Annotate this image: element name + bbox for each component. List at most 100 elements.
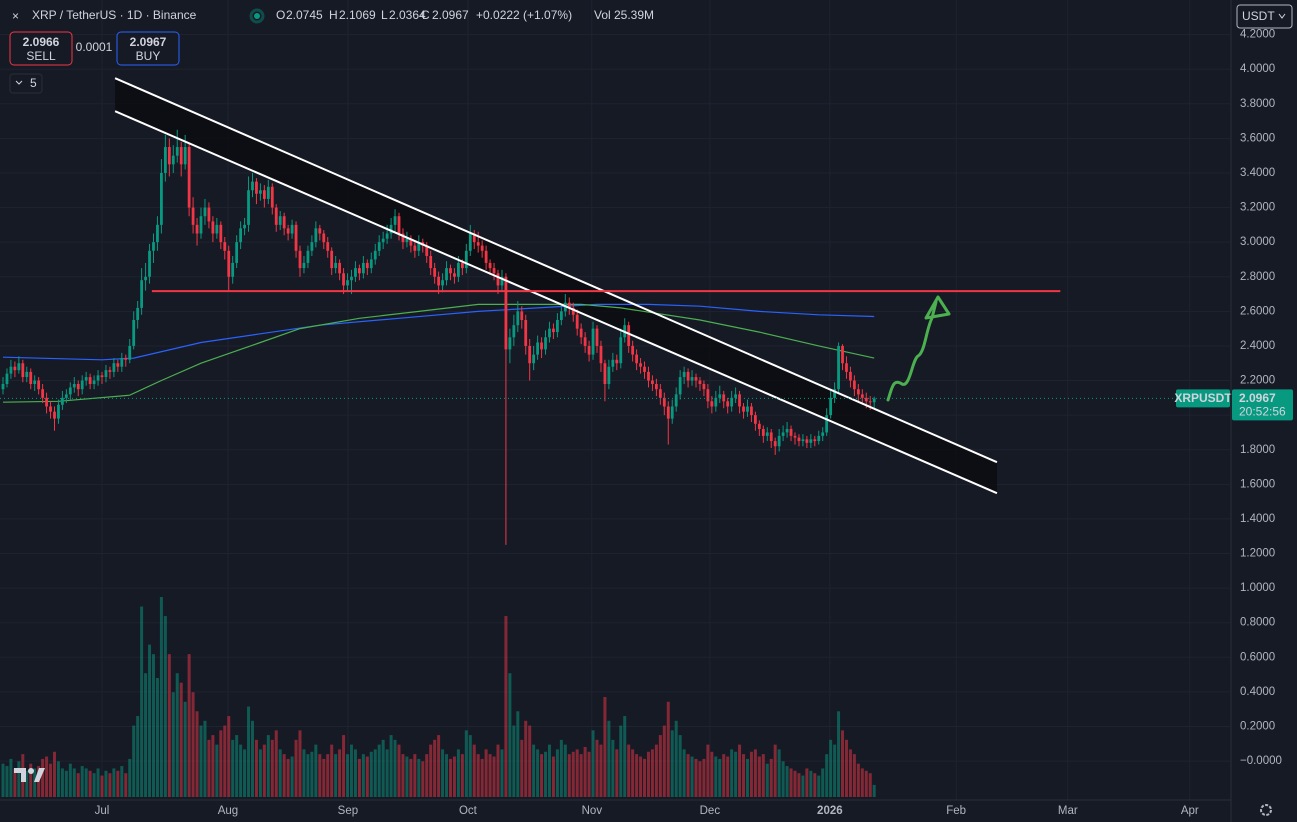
candle-body [330, 250, 334, 269]
volume-bar [817, 775, 821, 797]
currency-dropdown[interactable] [1236, 4, 1293, 29]
volume-bar [80, 766, 84, 797]
volume-bar [844, 739, 848, 797]
candle-body [532, 354, 536, 364]
x-tick-label: Oct [459, 805, 478, 817]
volume-bar [13, 768, 17, 797]
volume-bar [211, 735, 215, 797]
volume-bar [195, 711, 199, 797]
candle-body [437, 276, 441, 286]
volume-bar [397, 744, 401, 797]
candle-body [175, 147, 179, 156]
volume-bar [136, 716, 140, 797]
candle-body [259, 190, 262, 194]
volume-bar [488, 754, 492, 797]
volume-bar [639, 756, 643, 797]
volume-bar [872, 784, 876, 797]
volume-bar [516, 711, 520, 797]
candle-body [544, 337, 547, 350]
candle-body [41, 389, 45, 398]
volume-bar [298, 730, 302, 797]
candle-body [187, 147, 191, 208]
sell-button[interactable] [9, 31, 73, 66]
volume-bar [559, 739, 563, 797]
candle-body [496, 273, 500, 286]
volume-bar [437, 735, 441, 797]
volume-bar [643, 758, 647, 797]
volume-bar [742, 754, 746, 797]
candle-body [96, 375, 100, 381]
volume-bar [377, 744, 381, 797]
volume-bar [52, 751, 56, 797]
ohlc-label: L [381, 8, 388, 22]
candle-body [140, 280, 144, 308]
candle-body [468, 233, 472, 251]
volume-bar [856, 763, 860, 797]
buy-button[interactable] [116, 31, 180, 66]
volume-bar [460, 754, 464, 797]
volume-bar [607, 720, 611, 797]
candle-body [156, 224, 159, 243]
volume-bar [171, 692, 175, 797]
candle-body [662, 397, 666, 407]
volume-bar [484, 749, 488, 797]
candle-body [702, 384, 706, 390]
volume-bar [702, 758, 706, 797]
candle-body [322, 233, 326, 243]
volume-bar [199, 725, 203, 797]
volume-bar [262, 744, 266, 797]
volume-bar [809, 770, 813, 797]
candle-body [453, 273, 456, 277]
volume-bar [793, 770, 797, 797]
candle-body [405, 238, 409, 243]
candle-body [61, 397, 64, 405]
volume-bar [322, 758, 326, 797]
change: +0.0222 (+1.07%) [476, 8, 572, 22]
volume-bar [72, 768, 76, 797]
volume-bar [159, 597, 163, 797]
volume-bar [563, 744, 567, 797]
chevron [1278, 13, 1286, 19]
volume-bar [373, 749, 377, 797]
candle-body [754, 415, 757, 424]
candle-body [429, 256, 433, 269]
volume-bar [88, 770, 92, 797]
candle-body [722, 394, 726, 402]
candle-body [377, 242, 381, 251]
candle-body [409, 238, 413, 246]
candle-body [647, 371, 650, 381]
candle-body [381, 238, 385, 243]
volume-bar [417, 758, 421, 797]
candle-body [457, 262, 460, 277]
candle-body [350, 276, 353, 281]
volume-bar [698, 761, 702, 797]
y-tick-label: 1.4000 [1240, 513, 1275, 525]
indicators-toggle[interactable] [9, 73, 43, 94]
candle-body [686, 371, 690, 381]
candle-body [231, 262, 235, 277]
volume-bar [1, 763, 5, 797]
candle-body [769, 432, 773, 442]
candle-body [132, 320, 136, 346]
channel-fill [115, 78, 997, 494]
volume-bar [266, 735, 270, 797]
y-tick-label: 1.2000 [1240, 548, 1275, 560]
candle-body [449, 268, 452, 274]
candle-body [508, 337, 512, 350]
candle-body [219, 224, 223, 243]
volume-bar [108, 773, 112, 797]
volume-bar [825, 754, 829, 797]
volume-bar [761, 754, 765, 797]
settings-icon[interactable] [1260, 804, 1272, 816]
candle-body [540, 342, 543, 350]
moving-average [2, 303, 875, 361]
volume-bar [769, 758, 773, 797]
candle-body [274, 207, 278, 225]
logo-part [34, 768, 45, 782]
candle-body [358, 268, 361, 274]
candle-body [9, 366, 13, 374]
volume-bar [690, 756, 694, 797]
candle-body [195, 224, 199, 234]
volume-bar [68, 763, 72, 797]
candle-body [730, 397, 734, 407]
